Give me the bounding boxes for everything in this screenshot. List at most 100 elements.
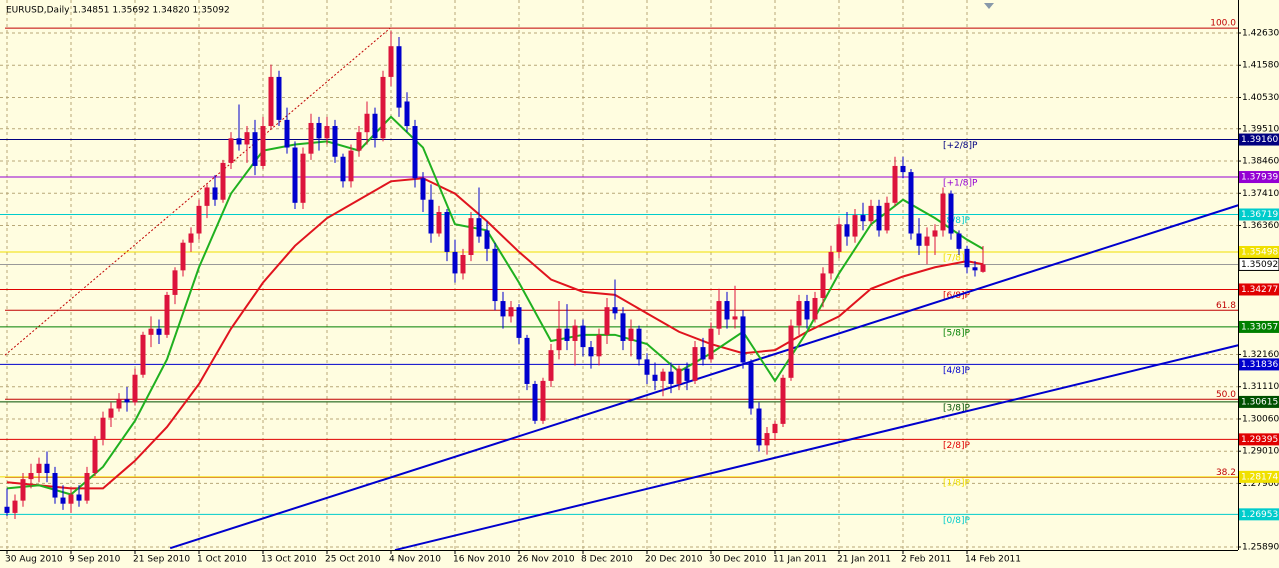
price-tag-label: 1.31836 [1241, 360, 1278, 370]
x-tick-label: 2 Feb 2011 [901, 555, 951, 565]
candle-body [100, 417, 106, 440]
candle-body [452, 251, 458, 274]
candle-body [916, 233, 922, 246]
candle-body [516, 307, 522, 338]
candle-body [156, 328, 162, 335]
candle-body [932, 230, 938, 237]
candle-body [876, 205, 882, 231]
candle-body [340, 156, 346, 182]
level-label: [5/8]P [943, 328, 971, 338]
candle-body [748, 362, 754, 409]
candle-body [860, 215, 866, 222]
candle-body [220, 162, 226, 200]
candle-body [604, 307, 610, 335]
y-tick-label: 1.40530 [1242, 93, 1279, 103]
candle-body [196, 205, 202, 234]
x-tick-label: 1 Oct 2010 [197, 555, 247, 565]
price-tag [1239, 283, 1279, 296]
candle-body [740, 316, 746, 363]
candle-body [596, 334, 602, 357]
candle-body [68, 494, 74, 504]
candle-body [60, 497, 66, 504]
candle-body [540, 380, 546, 421]
candle-body [884, 202, 890, 231]
candle-body [380, 76, 386, 139]
fib-line [4, 27, 391, 356]
candle-body [492, 248, 498, 302]
x-tick-label: 21 Sep 2010 [133, 555, 190, 565]
price-tag [1239, 245, 1279, 258]
candle-body [252, 132, 258, 166]
candle-body [556, 328, 562, 351]
candle-body [484, 230, 490, 249]
y-tick-label: 1.29010 [1242, 447, 1279, 457]
level-label: [1/8]P [943, 478, 971, 488]
candle-body [44, 463, 50, 473]
y-tick-label: 1.38460 [1242, 157, 1279, 167]
x-tick-label: 4 Nov 2010 [389, 555, 441, 565]
candle-body [972, 267, 978, 271]
fib-level-label: 61.8 [1216, 301, 1236, 311]
candle-body [844, 224, 850, 237]
trend-line [169, 204, 1239, 550]
price-tag-label: 1.34277 [1241, 285, 1278, 295]
candle-body [820, 273, 826, 298]
candle-body [500, 301, 506, 317]
price-tag [1239, 133, 1279, 146]
candle-body [244, 132, 250, 145]
price-tag-label: 1.37939 [1241, 173, 1278, 183]
candle-body [700, 347, 706, 360]
candle-body [356, 132, 362, 151]
price-tag-label: 1.29395 [1241, 435, 1278, 445]
candle-body [476, 218, 482, 237]
candle-body [316, 122, 322, 139]
candle-body [668, 371, 674, 384]
candle-body [892, 165, 898, 203]
candle-body [164, 294, 170, 335]
candle-body [308, 122, 314, 154]
x-tick-label: 30 Aug 2010 [5, 555, 63, 565]
candle-body [924, 236, 930, 246]
candle-body [828, 251, 834, 274]
candle-body [532, 383, 538, 421]
candle-body [84, 472, 90, 501]
candle-body [460, 254, 466, 274]
price-tag [1239, 358, 1279, 371]
price-tag-label: 1.33057 [1241, 322, 1278, 332]
candle-body [332, 126, 338, 157]
level-label: [+2/8]P [943, 141, 978, 151]
level-label: [4/8]P [943, 366, 971, 376]
candle-body [36, 463, 42, 473]
candle-body [436, 212, 442, 234]
candle-body [732, 316, 738, 320]
level-label: [+1/8]P [943, 179, 978, 189]
current-price-label: 1.35092 [1241, 260, 1278, 270]
y-tick-label: 1.39510 [1242, 124, 1279, 134]
candle-body [276, 76, 282, 120]
candle-body [716, 301, 722, 329]
candle-body [524, 337, 530, 384]
candle-body [756, 408, 762, 446]
candle-body [588, 347, 594, 357]
candle-body [76, 494, 82, 501]
candle-body [692, 347, 698, 381]
candle-body [420, 178, 426, 200]
candle-body [660, 371, 666, 381]
candle-body [780, 377, 786, 424]
candle-body [900, 165, 906, 173]
candle-body [684, 368, 690, 381]
candle-body [796, 301, 802, 326]
moving-average [6, 177, 984, 490]
chart-title: EURUSD,Daily 1.34851 1.35692 1.34820 1.3… [6, 6, 230, 16]
candle-body [980, 264, 986, 272]
moving-average [6, 115, 984, 496]
y-tick-label: 1.41580 [1242, 61, 1279, 71]
fib-level-label: 38.2 [1216, 468, 1236, 478]
candle-body [644, 359, 650, 375]
x-tick-label: 30 Dec 2010 [709, 555, 767, 565]
candle-body [812, 297, 818, 320]
price-tag [1239, 395, 1279, 408]
level-label: [8/8]P [943, 216, 971, 226]
candle-body [292, 147, 298, 203]
